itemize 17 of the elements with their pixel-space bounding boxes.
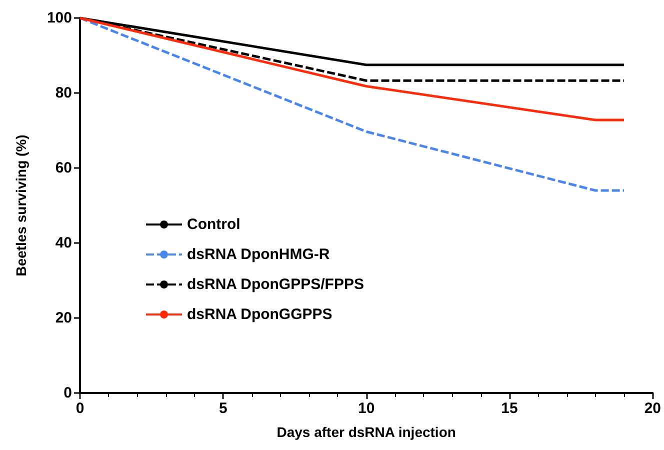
legend-label: dsRNA DponGGPPS (187, 306, 332, 323)
x-tick-label: 0 (76, 400, 84, 417)
legend-label: dsRNA DponHMG-R (187, 246, 330, 263)
y-tick-label: 80 (55, 84, 72, 102)
x-tick-label: 5 (218, 400, 228, 417)
x-axis-title: Days after dsRNA injection (276, 424, 456, 440)
y-tick-label: 60 (55, 160, 72, 176)
x-tick-label: 10 (358, 400, 375, 417)
x-tick-label: 20 (644, 400, 661, 417)
y-tick-label: 100 (46, 10, 72, 26)
legend-label: dsRNA DponGPPS/FPPS (187, 276, 364, 293)
y-axis-title: Beetles surviving (%) (13, 134, 29, 276)
y-tick-label: 20 (55, 310, 72, 326)
x-tick-label: 15 (501, 400, 518, 417)
y-tick-label: 40 (55, 234, 72, 252)
y-tick-label: 0 (64, 384, 72, 402)
legend-label: Control (187, 216, 240, 233)
